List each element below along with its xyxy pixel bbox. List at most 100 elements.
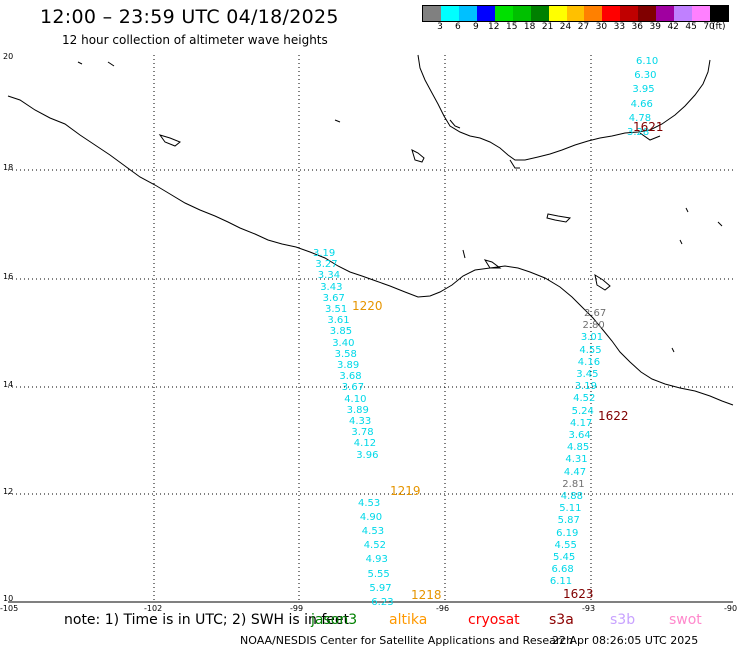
- track-time-1218: 1218: [411, 588, 442, 602]
- wave-height-label: 4.66: [630, 98, 653, 110]
- lon-label-96: -96: [436, 604, 450, 613]
- wave-height-label: 3.45: [576, 369, 599, 380]
- wave-height-label: 3.34: [317, 270, 341, 282]
- colorbar-tick-label: 30: [595, 22, 608, 32]
- wave-height-label: 6.23: [371, 596, 394, 608]
- colorbar-swatch: [476, 6, 495, 21]
- colorbar-unit: (ft): [712, 22, 726, 32]
- wave-height-label: 3.27: [315, 259, 338, 271]
- colorbar-tick-label: 6: [455, 22, 461, 32]
- wave-height-label: 5.97: [369, 582, 392, 594]
- wave-height-label: 6.19: [556, 527, 579, 539]
- track-time-1220: 1220: [352, 299, 383, 313]
- wave-height-label: 3.67: [322, 292, 345, 304]
- colorbar-tick-label: 3: [437, 22, 443, 32]
- wave-height-label: 3.61: [327, 315, 350, 327]
- wave-height-label: 3.64: [568, 430, 591, 441]
- coastal-islands: [77, 61, 723, 353]
- wave-height-label: 4.53: [358, 498, 381, 509]
- wave-height-label: 3.43: [320, 281, 343, 293]
- colorbar-swatch: [656, 6, 675, 21]
- wave-height-label: 3.96: [356, 449, 379, 461]
- colorbar-tick-label: 39: [649, 22, 661, 32]
- wave-height-label: 4.33: [349, 416, 372, 427]
- gulf-coastline: [417, 54, 711, 161]
- lon-label-102: -102: [144, 604, 163, 613]
- lat-label-20: 20: [3, 52, 14, 61]
- legend-swot: swot: [669, 612, 702, 628]
- wave-height-label: 3.51: [325, 304, 348, 315]
- wave-height-label: 3.19: [313, 248, 336, 259]
- legend-jason3: jason3: [311, 612, 358, 628]
- colorbar-swatch: [548, 6, 567, 21]
- wave-height-label: 4.93: [365, 554, 388, 566]
- colorbar-tick-label: 33: [613, 22, 626, 32]
- footer-note: note: 1) Time is in UTC; 2) SWH is in fe…: [64, 612, 350, 628]
- wave-height-label: 4.88: [560, 491, 584, 502]
- wave-height-label: 3.19: [574, 381, 597, 393]
- lat-label-10: 10: [3, 594, 14, 603]
- wave-height-label: 3.40: [332, 337, 355, 349]
- track-time-1623: 1623: [563, 587, 594, 601]
- wave-height-label: 4.52: [363, 540, 386, 552]
- wave-height-label: 4.47: [563, 466, 587, 478]
- colorbar-swatch: [494, 6, 513, 21]
- colorbar-tick-label: 9: [472, 22, 479, 32]
- wave-height-label: 4.52: [573, 393, 596, 405]
- pacific-coastline: [7, 95, 734, 406]
- colorbar-swatch: [458, 6, 477, 21]
- colorbar-tick-label: 15: [505, 22, 518, 32]
- wave-height-label: 5.24: [571, 405, 594, 417]
- colorbar-tick-label: 45: [685, 22, 697, 32]
- wave-height-label: 4.17: [570, 417, 593, 429]
- track-time-1622: 1622: [598, 409, 629, 423]
- track-time-1219: 1219: [390, 484, 421, 498]
- colorbar-swatch: [423, 6, 441, 21]
- colorbar-tick-label: 27: [577, 22, 590, 32]
- wave-height-label: 3.89: [346, 404, 369, 416]
- colorbar-swatch: [602, 6, 621, 21]
- track-time-1621: 1621: [633, 120, 664, 134]
- lat-label-14: 14: [3, 380, 14, 389]
- colorbar-tick-label: 42: [667, 22, 679, 32]
- colorbar-tick-label: 18: [523, 22, 536, 32]
- wave-height-label: 3.68: [339, 371, 362, 383]
- colorbar-labels: 3 6 9 12 15 18 21 24 27 30 33 36 39 42 45 70: [422, 22, 727, 34]
- wave-height-label: 2.81: [562, 478, 585, 490]
- wave-height-label: 3.58: [334, 348, 357, 360]
- wave-height-label: 2.67: [584, 308, 607, 319]
- colorbar-tick-label: 12: [488, 22, 500, 32]
- lat-label-18: 18: [3, 163, 14, 172]
- colorbar-swatch: [710, 6, 728, 21]
- legend-altika: altika: [389, 612, 428, 628]
- colorbar-tick-label: 36: [631, 22, 644, 32]
- colorbar-swatch: [692, 6, 710, 21]
- map-title: 12:00 – 23:59 UTC 04/18/2025: [40, 6, 339, 28]
- lon-label-93: -93: [582, 604, 596, 613]
- colorbar-tick-label: 21: [541, 22, 554, 32]
- colorbar-swatch: [530, 6, 549, 21]
- wave-height-label: 4.85: [566, 442, 590, 454]
- lon-label-99: -99: [290, 604, 304, 613]
- colorbar-tick-label: 24: [559, 22, 572, 32]
- colorbar-swatch: [620, 6, 639, 21]
- wave-height-label: 5.87: [557, 515, 580, 527]
- colorbar-swatch: [674, 6, 693, 21]
- colorbar: [422, 5, 729, 22]
- wave-height-label: 3.89: [337, 360, 360, 371]
- wave-height-label: 2.80: [582, 320, 605, 332]
- wave-height-label: 6.30: [634, 70, 657, 82]
- colorbar-tick-label: 70: [703, 22, 715, 32]
- legend-s3b: s3b: [610, 612, 636, 628]
- wave-height-label: 4.55: [579, 344, 602, 356]
- legend-s3a: s3a: [549, 612, 574, 628]
- generation-timestamp: 22 Apr 08:26:05 UTC 2025: [552, 634, 699, 647]
- wave-height-label: 4.16: [577, 356, 601, 368]
- colorbar-swatch: [440, 6, 459, 21]
- colorbar-swatch: [566, 6, 585, 21]
- wave-height-label: 5.45: [553, 552, 576, 563]
- grid-lines: [8, 55, 733, 602]
- wave-height-label: 6.68: [551, 564, 574, 576]
